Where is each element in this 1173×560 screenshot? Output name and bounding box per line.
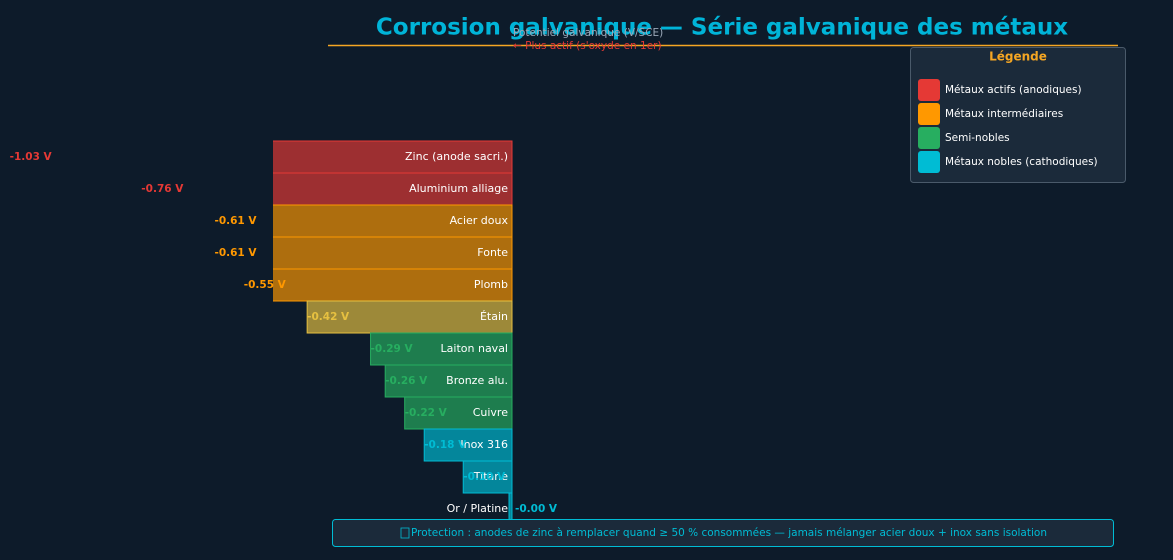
category-label: Titane [473,470,508,483]
legend-label: Métaux intermédiaires [945,108,1063,120]
bar [273,140,513,174]
legend-label: Semi-nobles [945,132,1010,144]
bar [306,300,513,334]
value-label: -0.76 V [141,183,184,195]
value-label: -0.61 V [214,215,257,227]
category-label: Plomb [474,278,508,291]
value-label: -0.42 V [307,311,350,323]
bars [273,140,513,526]
footer-icon [400,527,410,539]
legend: Métaux actifs (anodiques) Métaux interméd… [918,79,1098,173]
bar [462,460,513,494]
labels: Zinc (anode sacri.) -1.03 V Aluminium alli… [10,150,558,515]
value-label: -0.22 V [405,407,448,419]
category-label: Fonte [477,246,508,259]
category-label: Bronze alu. [446,374,508,387]
category-label: Zinc (anode sacri.) [405,150,508,163]
bar [404,396,513,430]
legend-swatch [918,79,940,101]
chart-title: Corrosion galvanique — Série galvanique … [376,15,1068,41]
value-label: -0.00 V [515,503,558,515]
category-label: Acier doux [450,214,509,227]
value-label: -0.55 V [244,279,287,291]
value-label: -0.61 V [214,247,257,259]
bar [273,268,513,302]
legend-label: Métaux actifs (anodiques) [945,84,1082,96]
legend-box [910,47,1126,183]
category-label: Or / Platine [447,502,509,515]
footer-box [332,519,1114,547]
bar [384,364,513,398]
annotation: ← Plus actif (s'oxyde en 1er) [513,40,662,52]
footer: Protection : anodes de zinc à remplacer … [411,527,1047,539]
legend-label: Métaux nobles (cathodiques) [945,156,1098,168]
legend-swatch [918,127,940,149]
category-label: Inox 316 [460,438,508,451]
legend-swatch [918,151,940,173]
subtitle: Potentiel galvanique (V/SCE) [513,27,663,39]
bar [273,204,513,238]
category-label: Cuivre [473,406,508,419]
legend-title: Légende [989,50,1047,64]
category-label: Étain [480,310,508,323]
bar [273,236,513,270]
category-label: Aluminium alliage [409,182,508,195]
value-label: -0.18 V [424,439,467,451]
bar [370,332,513,366]
category-label: Laiton naval [441,342,508,355]
value-label: -0.26 V [385,375,428,387]
value-label: -0.29 V [371,343,414,355]
value-label: -1.03 V [10,151,53,163]
legend-swatch [918,103,940,125]
value-label: -0.10 V [463,471,506,483]
